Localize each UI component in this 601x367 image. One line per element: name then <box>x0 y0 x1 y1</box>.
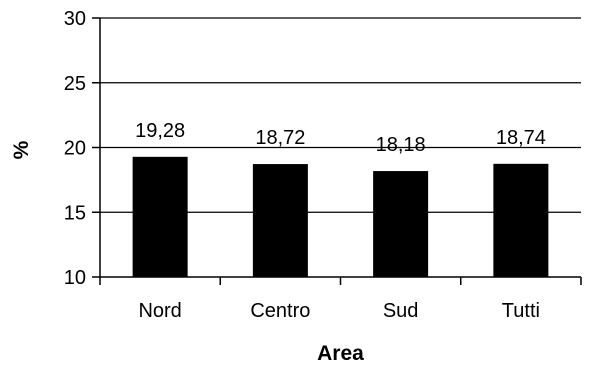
x-tick-label: Tutti <box>502 300 540 322</box>
bars <box>132 156 549 277</box>
data-label: 19,28 <box>135 120 185 142</box>
x-tick-label: Centro <box>250 300 310 322</box>
x-tick-label: Sud <box>383 300 419 322</box>
data-label: 18,72 <box>255 127 305 149</box>
bar-centro <box>252 164 308 277</box>
bar-tutti <box>493 163 549 277</box>
y-axis-ticks: 10 15 20 25 30 <box>64 8 100 289</box>
data-labels: 19,28 18,72 18,18 18,74 <box>135 120 546 156</box>
y-tick-label: 15 <box>64 202 86 224</box>
data-label: 18,74 <box>496 127 546 149</box>
y-axis-title: % <box>10 140 33 159</box>
y-tick-label: 25 <box>64 73 86 95</box>
bar-nord <box>132 156 188 277</box>
x-tick-label: Nord <box>138 300 181 322</box>
data-label: 18,18 <box>376 134 426 156</box>
y-tick-label: 30 <box>64 8 86 30</box>
bar-sud <box>373 171 429 277</box>
y-tick-label: 20 <box>64 138 86 160</box>
y-tick-label: 10 <box>64 267 86 289</box>
x-axis-ticks: Nord Centro Sud Tutti <box>99 277 582 322</box>
x-axis-title: Area <box>317 342 364 365</box>
